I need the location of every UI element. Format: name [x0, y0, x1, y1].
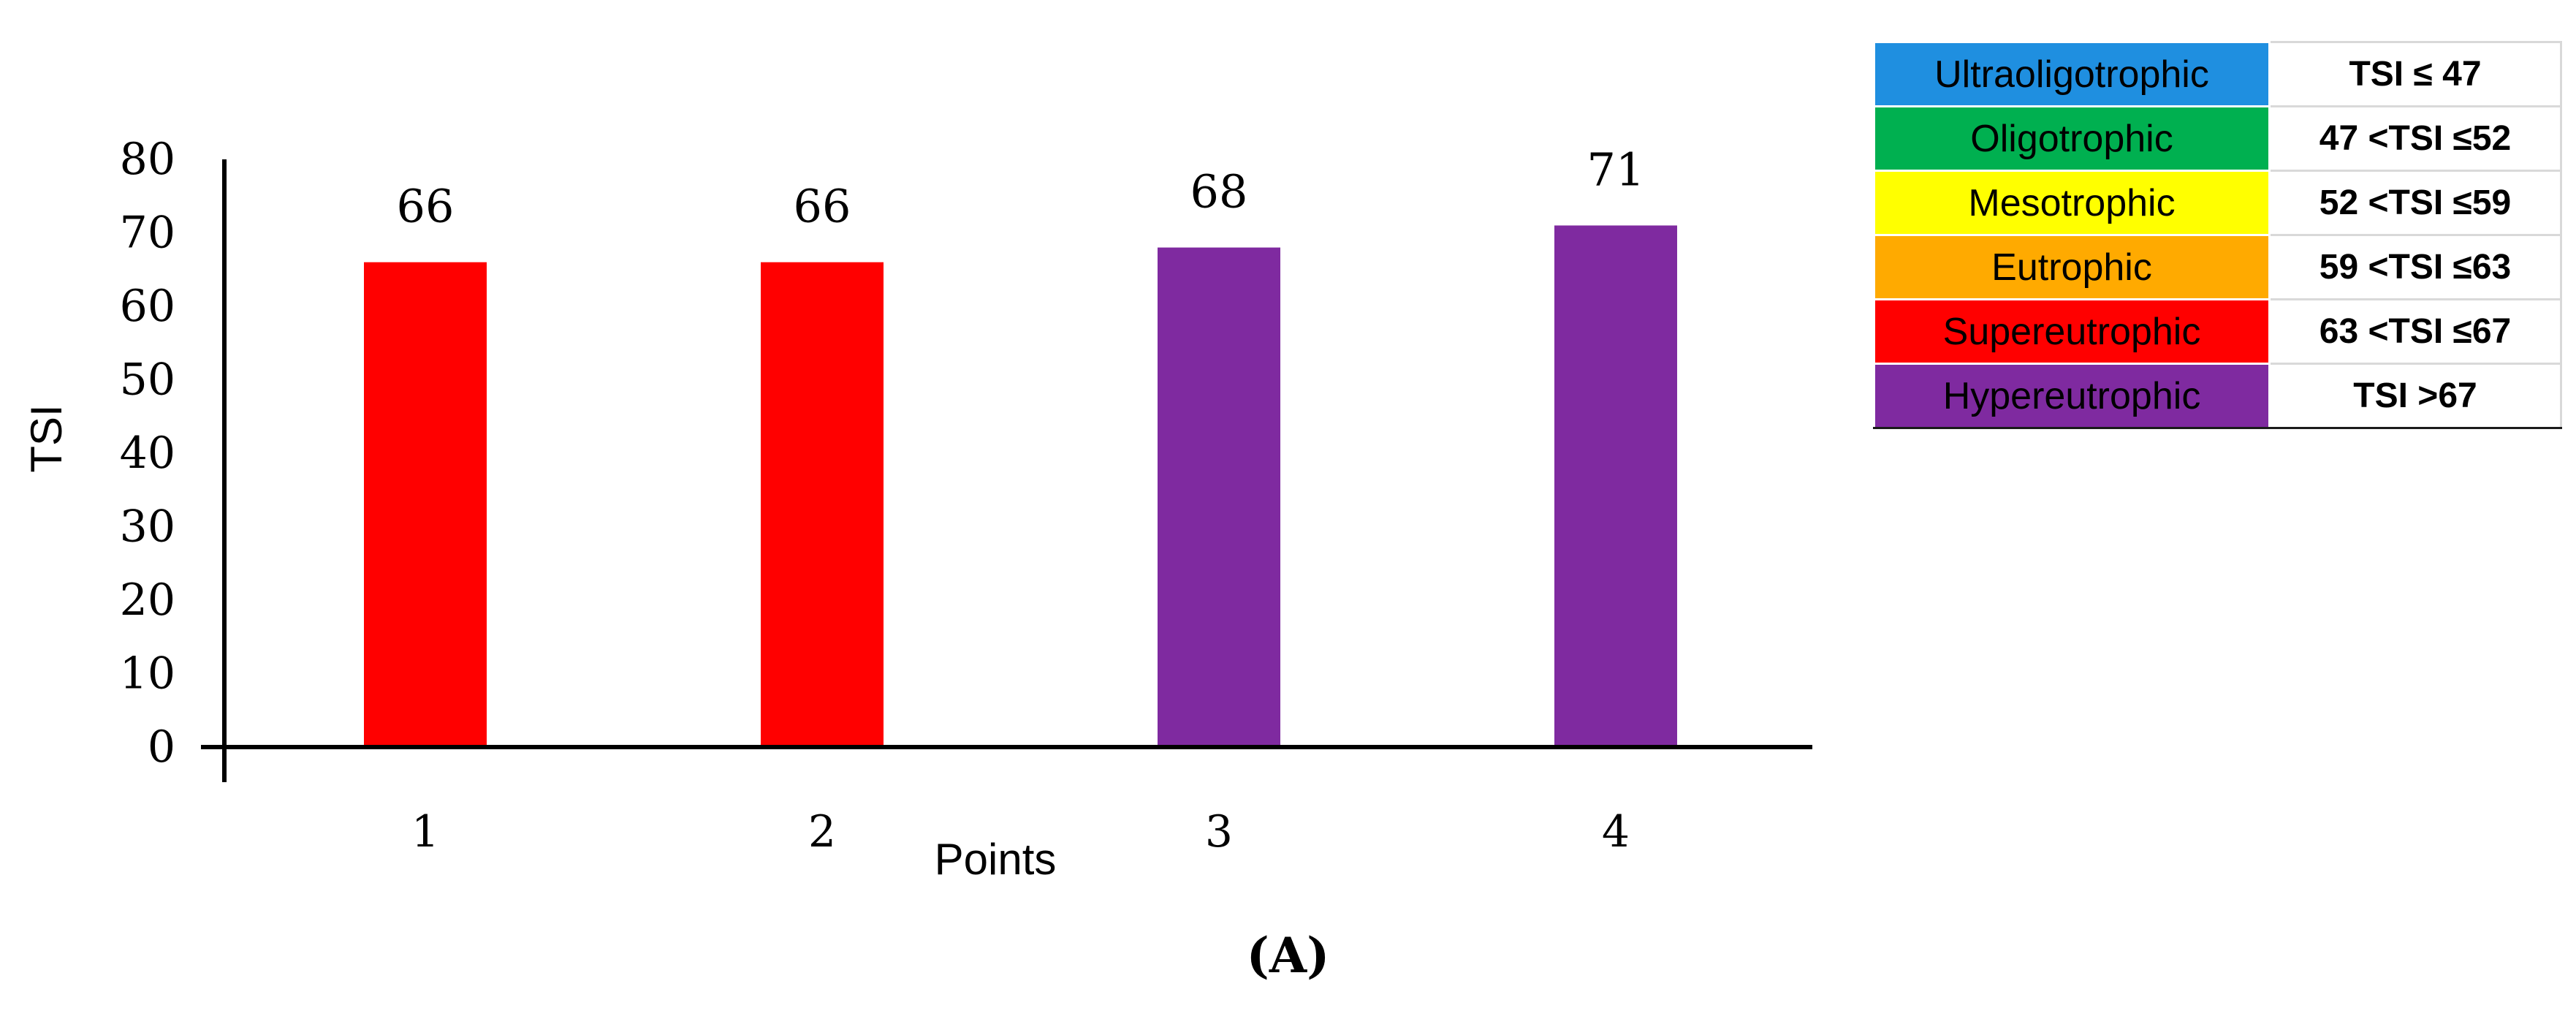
legend-category-cell: Ultraoligotrophic: [1873, 41, 2271, 107]
legend-row: Oligotrophic 47 <TSI ≤52: [1873, 105, 2562, 172]
bar-point-1: [364, 262, 487, 747]
panel-label: (A): [1246, 927, 1330, 984]
legend-range-cell: 59 <TSI ≤63: [2268, 234, 2562, 300]
x-tick-label: 4: [1602, 806, 1630, 857]
bar-point-4: [1554, 225, 1677, 747]
y-tick-label: 20: [120, 575, 175, 626]
legend-row: Ultraoligotrophic TSI ≤ 47: [1873, 41, 2562, 107]
y-tick-label: 10: [120, 648, 175, 700]
legend-row: Eutrophic 59 <TSI ≤63: [1873, 234, 2562, 300]
bar-point-2: [761, 262, 884, 747]
bar-data-label: 71: [1587, 143, 1645, 196]
legend-category-cell: Eutrophic: [1873, 234, 2271, 300]
legend-category-cell: Mesotrophic: [1873, 170, 2271, 236]
y-axis-title: TSI: [22, 404, 71, 472]
y-tick-label: 60: [120, 281, 175, 332]
x-axis-title: Points: [935, 835, 1057, 884]
bar-data-label: 66: [794, 180, 851, 233]
y-tick-label: 40: [120, 428, 175, 479]
y-tick-label: 30: [120, 501, 175, 553]
legend-range-cell: 63 <TSI ≤67: [2268, 298, 2562, 365]
legend-range-cell: TSI ≤ 47: [2268, 41, 2562, 107]
legend-range-cell: 47 <TSI ≤52: [2268, 105, 2562, 172]
legend-range-cell: 52 <TSI ≤59: [2268, 170, 2562, 236]
y-tick-label: 0: [148, 721, 175, 773]
bar-point-3: [1158, 247, 1280, 748]
legend-row: Supereutrophic 63 <TSI ≤67: [1873, 298, 2562, 365]
x-tick-label: 3: [1205, 806, 1233, 857]
y-tick-label: 50: [120, 355, 175, 406]
bar-data-label: 68: [1190, 165, 1248, 219]
x-tick-label: 2: [808, 806, 836, 857]
legend-category-cell: Oligotrophic: [1873, 105, 2271, 172]
y-tick-label: 80: [120, 134, 175, 185]
legend-row: Mesotrophic 52 <TSI ≤59: [1873, 170, 2562, 236]
bar-data-label: 66: [397, 180, 455, 233]
legend-category-cell: Supereutrophic: [1873, 298, 2271, 365]
legend-category-cell: Hypereutrophic: [1873, 363, 2271, 429]
x-tick-label: 1: [411, 806, 439, 857]
legend-range-cell: TSI >67: [2268, 363, 2562, 429]
legend-row: Hypereutrophic TSI >67: [1873, 363, 2562, 429]
trophic-state-legend-table: Ultraoligotrophic TSI ≤ 47 Oligotrophic 47 …: [1873, 41, 2562, 429]
y-tick-label: 70: [120, 208, 175, 259]
